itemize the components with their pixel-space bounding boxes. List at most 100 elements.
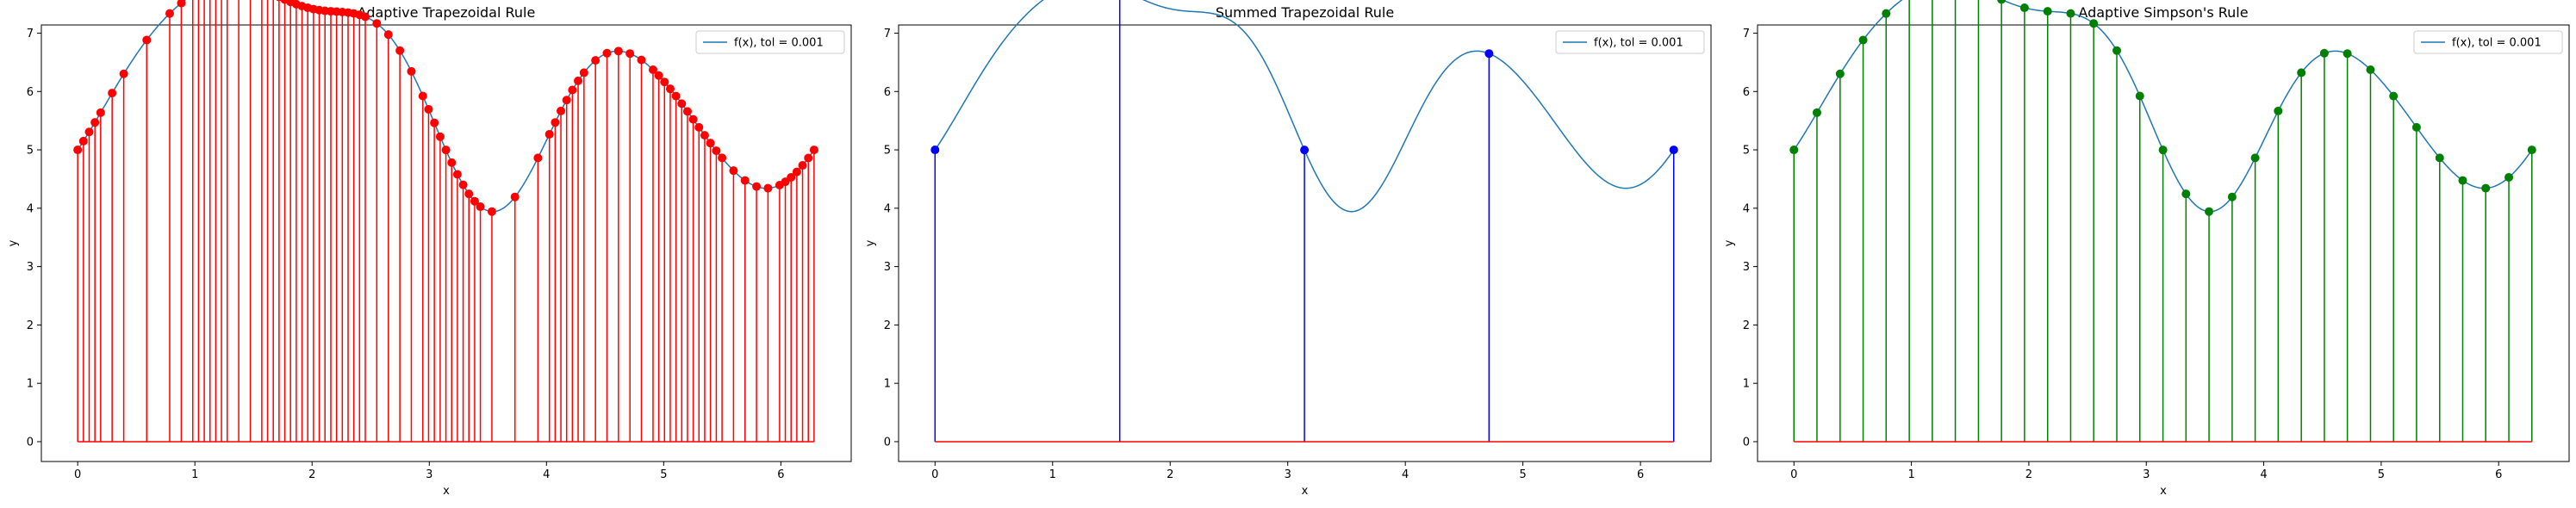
node-marker [2066, 9, 2075, 18]
y-tick-label: 2 [1743, 319, 1750, 332]
y-tick-label: 0 [27, 436, 34, 449]
x-tick-label: 5 [2378, 468, 2385, 481]
y-tick-label: 7 [884, 28, 891, 40]
node-marker [2343, 49, 2352, 59]
x-tick-label: 3 [2143, 468, 2150, 481]
y-axis-label: y [1723, 239, 1736, 246]
x-axis-label: x [443, 485, 450, 498]
node-marker [804, 153, 813, 163]
node-marker [930, 146, 940, 155]
node-marker [682, 107, 692, 116]
node-marker [2227, 192, 2237, 201]
y-tick-label: 3 [1743, 261, 1750, 274]
x-tick-label: 6 [777, 468, 784, 481]
node-marker [613, 46, 623, 56]
node-marker [276, 0, 283, 2]
node-marker [177, 0, 186, 8]
node-marker [108, 89, 117, 98]
node-marker [688, 115, 698, 124]
node-marker [792, 167, 801, 177]
node-marker [625, 49, 635, 59]
x-tick-label: 3 [1285, 468, 1291, 481]
x-tick-label: 5 [1520, 468, 1527, 481]
legend-box [695, 30, 845, 54]
node-marker [2089, 19, 2099, 28]
node-marker [2319, 48, 2329, 58]
legend-box [1555, 30, 1705, 54]
chart-panel-1: Adaptive Trapezoidal Rule 0 1 2 3 4 5 6 0 1 2 3 4 5 6 7… [7, 0, 852, 498]
y-axis-label: y [7, 239, 20, 246]
plot-frame [898, 24, 1712, 462]
node-marker [787, 172, 796, 182]
node-marker [2135, 91, 2144, 101]
node-marker [671, 91, 681, 101]
y-tick-label: 3 [27, 261, 34, 274]
node-marker [487, 207, 496, 216]
chart-title: Adaptive Trapezoidal Rule [358, 4, 536, 21]
y-tick-label: 6 [884, 86, 891, 99]
x-tick-label: 4 [543, 468, 550, 481]
y-tick-label: 5 [1743, 145, 1750, 158]
y-tick-label: 1 [27, 378, 34, 391]
node-marker [2366, 65, 2375, 74]
node-marker [591, 56, 600, 65]
plot-frame [1757, 24, 2570, 462]
node-marker [1812, 108, 1821, 117]
node-marker [562, 96, 571, 105]
chart-title: Adaptive Simpson's Rule [2078, 4, 2248, 21]
node-marker [395, 46, 405, 55]
chart-panel-2: Summed Trapezoidal Rule 0 1 2 3 4 5 6 0 1 2 3 4 5 6 7 x y… [864, 0, 1712, 498]
node-marker [551, 118, 560, 127]
node-marker [2527, 146, 2536, 155]
node-marker [2112, 46, 2122, 55]
y-tick-label: 0 [1743, 436, 1750, 449]
y-tick-label: 6 [27, 86, 34, 99]
legend-box [2413, 30, 2563, 54]
x-axis-label: x [2160, 485, 2167, 498]
node-marker [2019, 3, 2029, 13]
node-marker [2158, 146, 2168, 155]
y-tick-label: 7 [27, 28, 34, 40]
x-tick-label: 4 [1402, 468, 1409, 481]
y-tick-label: 1 [884, 378, 891, 391]
node-marker [383, 30, 393, 40]
node-marker [165, 9, 174, 18]
node-marker [2297, 68, 2306, 77]
node-marker [660, 77, 669, 87]
node-marker [798, 161, 807, 170]
node-marker [470, 196, 479, 206]
x-tick-label: 0 [1790, 468, 1797, 481]
x-tick-label: 2 [1167, 468, 1173, 481]
x-tick-label: 6 [1637, 468, 1644, 481]
x-tick-label: 2 [2025, 468, 2032, 481]
node-marker [73, 146, 83, 155]
node-marker [1669, 146, 1678, 155]
chart-title: Summed Trapezoidal Rule [1216, 4, 1394, 21]
node-marker [476, 202, 485, 212]
node-marker [2250, 153, 2260, 163]
x-tick-label: 4 [2260, 468, 2267, 481]
y-tick-label: 4 [1743, 202, 1750, 215]
node-marker [2504, 172, 2514, 182]
x-tick-label: 0 [931, 468, 938, 481]
node-marker [763, 183, 773, 193]
node-marker [1882, 9, 1891, 18]
node-marker [568, 85, 577, 95]
y-tick-label: 2 [27, 319, 34, 332]
y-tick-label: 5 [884, 145, 891, 158]
node-marker [430, 118, 439, 127]
node-marker [706, 139, 715, 148]
node-marker [533, 153, 543, 163]
node-marker [418, 91, 427, 101]
node-marker [510, 192, 520, 201]
node-marker [712, 146, 721, 156]
node-marker [90, 118, 100, 127]
node-marker [665, 84, 675, 94]
y-tick-label: 5 [27, 145, 34, 158]
x-tick-label: 2 [308, 468, 315, 481]
node-marker [458, 180, 468, 189]
node-marker [447, 158, 457, 167]
node-marker [2389, 91, 2399, 101]
x-tick-label: 5 [660, 468, 667, 481]
y-tick-label: 2 [884, 319, 891, 332]
